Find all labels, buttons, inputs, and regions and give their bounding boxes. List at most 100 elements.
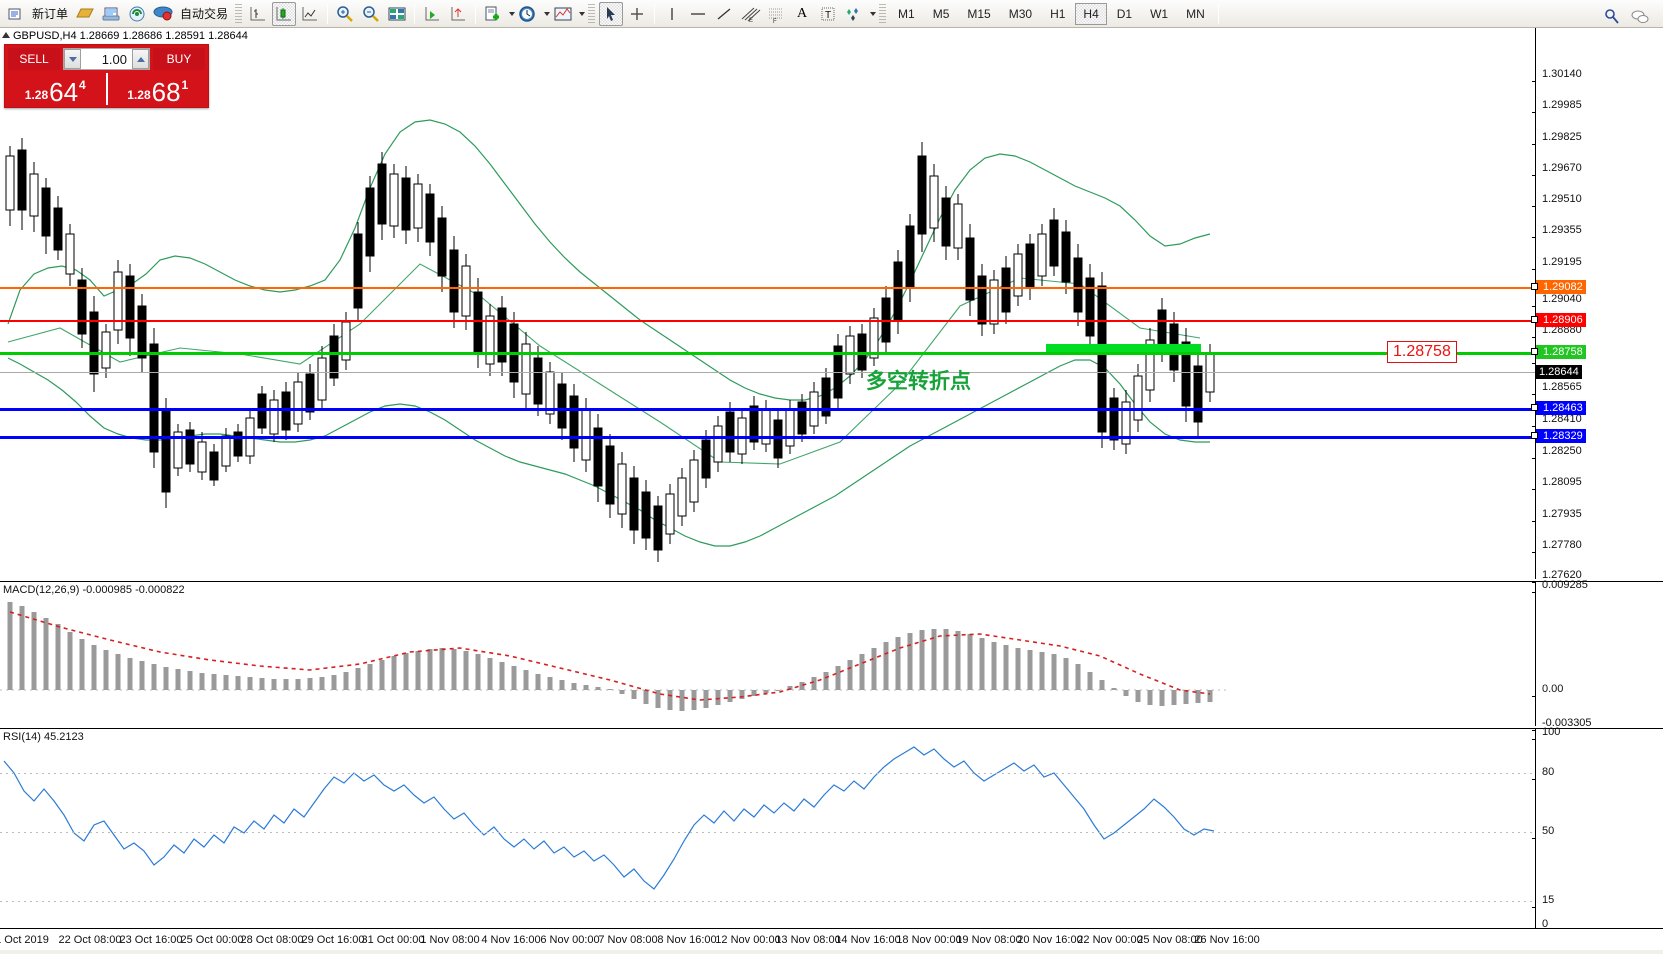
trendline-icon[interactable] bbox=[712, 2, 736, 26]
rsi-pane[interactable]: RSI(14) 45.2123 100 80 50 15 0 bbox=[0, 726, 1663, 932]
collapse-triangle-icon[interactable] bbox=[2, 32, 10, 38]
chart-annotation-text[interactable]: 多空转折点 bbox=[866, 369, 971, 393]
main-toolbar: 新订单 自动交易 bbox=[0, 0, 1663, 28]
time-axis[interactable]: 1 Oct 2019 22 Oct 08:00 23 Oct 16:00 25 … bbox=[0, 928, 1663, 954]
text-icon[interactable]: A bbox=[796, 5, 808, 21]
zoom-in-icon[interactable] bbox=[333, 2, 357, 26]
price-tag-1-28758[interactable]: 1.28758 bbox=[1531, 345, 1586, 359]
rsi-tick: 50 bbox=[1542, 825, 1555, 837]
price-tag-1-28329[interactable]: 1.28329 bbox=[1531, 429, 1586, 443]
level-handle-icon[interactable] bbox=[1531, 404, 1538, 411]
level-handle-icon[interactable] bbox=[1531, 348, 1538, 355]
one-click-trading-panel[interactable]: SELL 1.00 BUY 1.28 64 4 1.28 68 bbox=[4, 44, 209, 108]
shift-end-icon[interactable] bbox=[420, 2, 444, 26]
timeframe-m15[interactable]: M15 bbox=[967, 6, 991, 21]
line-chart-icon[interactable] bbox=[298, 2, 322, 26]
indicators-icon[interactable] bbox=[551, 2, 575, 26]
fibonacci-icon[interactable]: F bbox=[764, 2, 788, 26]
price-callout-label[interactable]: 1.28758 bbox=[1387, 341, 1457, 363]
new-chart-icon[interactable] bbox=[481, 2, 505, 26]
rsi-level-50 bbox=[0, 832, 1535, 833]
macd-pane[interactable]: MACD(12,26,9) -0.000985 -0.000822 bbox=[0, 579, 1663, 731]
candlestick-chart-icon[interactable] bbox=[272, 1, 297, 26]
toolbar-grip-3[interactable] bbox=[879, 3, 887, 24]
textlabel-icon[interactable]: T bbox=[816, 2, 840, 26]
price-tick: 1.27780 bbox=[1542, 539, 1582, 551]
volume-decrease-icon[interactable] bbox=[64, 49, 81, 69]
time-label: 29 Oct 16:00 bbox=[301, 934, 365, 946]
folder-icon[interactable] bbox=[73, 2, 97, 26]
price-tick: 1.28095 bbox=[1542, 476, 1582, 488]
period-icon[interactable] bbox=[516, 2, 540, 26]
toolbar-grip-2[interactable] bbox=[588, 3, 596, 24]
price-tick: 1.27935 bbox=[1542, 508, 1582, 520]
search-icon[interactable] bbox=[1600, 5, 1624, 29]
level-handle-icon[interactable] bbox=[1531, 316, 1538, 323]
broadcast-icon[interactable] bbox=[125, 2, 149, 26]
toolbar-separator-2 bbox=[414, 3, 416, 24]
chart-canvas[interactable]: 多空转折点 1.28758 1.30140 1.29985 1.29825 1.… bbox=[0, 28, 1663, 954]
print-icon[interactable] bbox=[99, 2, 123, 26]
toolbar-grip[interactable] bbox=[235, 3, 243, 24]
price-tag-1-29082[interactable]: 1.29082 bbox=[1531, 280, 1586, 294]
objects-dropdown-caret[interactable] bbox=[870, 11, 877, 16]
time-label: 8 Nov 16:00 bbox=[657, 934, 717, 946]
price-axis[interactable]: 1.30140 1.29985 1.29825 1.29670 1.29510 … bbox=[1531, 28, 1663, 583]
time-label: 6 Nov 00:00 bbox=[540, 934, 600, 946]
buy-price[interactable]: 1.28 68 1 bbox=[108, 71, 209, 107]
level-line-1-28906[interactable] bbox=[0, 320, 1535, 322]
auto-scroll-icon[interactable] bbox=[446, 2, 470, 26]
timeframe-w1[interactable]: W1 bbox=[1150, 6, 1169, 21]
level-line-1-28758[interactable] bbox=[0, 352, 1535, 355]
macd-axis[interactable]: 0.009285 0.00 -0.003305 bbox=[1531, 579, 1663, 731]
timeframe-m30[interactable]: M30 bbox=[1008, 6, 1033, 21]
new-chart-dropdown-caret[interactable] bbox=[509, 11, 516, 16]
bar-chart-icon[interactable] bbox=[246, 2, 270, 26]
macd-pane-body[interactable]: MACD(12,26,9) -0.000985 -0.000822 bbox=[0, 582, 1536, 726]
vline-icon[interactable] bbox=[660, 2, 684, 26]
timeframe-d1[interactable]: D1 bbox=[1116, 6, 1133, 21]
price-tag-1-28906[interactable]: 1.28906 bbox=[1531, 313, 1586, 327]
price-pane[interactable]: 多空转折点 1.28758 1.30140 1.29985 1.29825 1.… bbox=[0, 28, 1663, 583]
expert-advisor-icon[interactable] bbox=[151, 2, 175, 26]
time-label: 25 Oct 00:00 bbox=[180, 934, 244, 946]
rsi-pane-body[interactable]: RSI(14) 45.2123 bbox=[0, 729, 1536, 930]
rsi-axis[interactable]: 100 80 50 15 0 bbox=[1531, 726, 1663, 932]
sell-button[interactable]: SELL bbox=[8, 48, 60, 70]
indicators-dropdown-caret[interactable] bbox=[579, 11, 586, 16]
sell-price[interactable]: 1.28 64 4 bbox=[5, 71, 106, 107]
level-handle-icon[interactable] bbox=[1531, 432, 1538, 439]
level-line-1-29082[interactable] bbox=[0, 287, 1535, 289]
status-bar bbox=[0, 950, 1663, 954]
time-label: 1 Oct 2019 bbox=[0, 934, 49, 946]
new-order-icon[interactable] bbox=[3, 2, 27, 26]
auto-trading-label[interactable]: 自动交易 bbox=[180, 7, 229, 21]
zoom-out-icon[interactable] bbox=[359, 2, 383, 26]
period-dropdown-caret[interactable] bbox=[544, 11, 551, 16]
timeframe-m1[interactable]: M1 bbox=[898, 6, 915, 21]
price-tag-1-28463[interactable]: 1.28463 bbox=[1531, 401, 1586, 415]
timeframe-h4[interactable]: H4 bbox=[1075, 2, 1107, 25]
data-window-icon[interactable] bbox=[385, 2, 409, 26]
cursor-icon[interactable] bbox=[599, 1, 624, 26]
buy-price-fraction: 1 bbox=[181, 78, 189, 92]
chat-icon[interactable] bbox=[1628, 5, 1652, 29]
buy-price-pips: 68 bbox=[151, 77, 181, 107]
timeframe-mn[interactable]: MN bbox=[1186, 6, 1205, 21]
price-pane-body[interactable]: 多空转折点 1.28758 bbox=[0, 28, 1536, 579]
timeframe-h1[interactable]: H1 bbox=[1050, 6, 1066, 21]
equidistant-channel-icon[interactable]: E bbox=[738, 2, 762, 26]
objects-icon[interactable] bbox=[842, 2, 866, 26]
sell-price-fraction: 4 bbox=[79, 78, 86, 92]
new-order-label[interactable]: 新订单 bbox=[32, 7, 69, 21]
volume-stepper[interactable]: 1.00 bbox=[63, 48, 150, 70]
buy-button[interactable]: BUY bbox=[153, 48, 205, 70]
hline-icon[interactable] bbox=[686, 2, 710, 26]
level-handle-icon[interactable] bbox=[1531, 283, 1538, 290]
volume-increase-icon[interactable] bbox=[132, 49, 149, 69]
crosshair-icon[interactable] bbox=[625, 2, 649, 26]
level-line-1-28329[interactable] bbox=[0, 436, 1535, 439]
timeframe-m5[interactable]: M5 bbox=[932, 6, 950, 21]
volume-value[interactable]: 1.00 bbox=[101, 51, 127, 67]
level-line-1-28463[interactable] bbox=[0, 408, 1535, 411]
